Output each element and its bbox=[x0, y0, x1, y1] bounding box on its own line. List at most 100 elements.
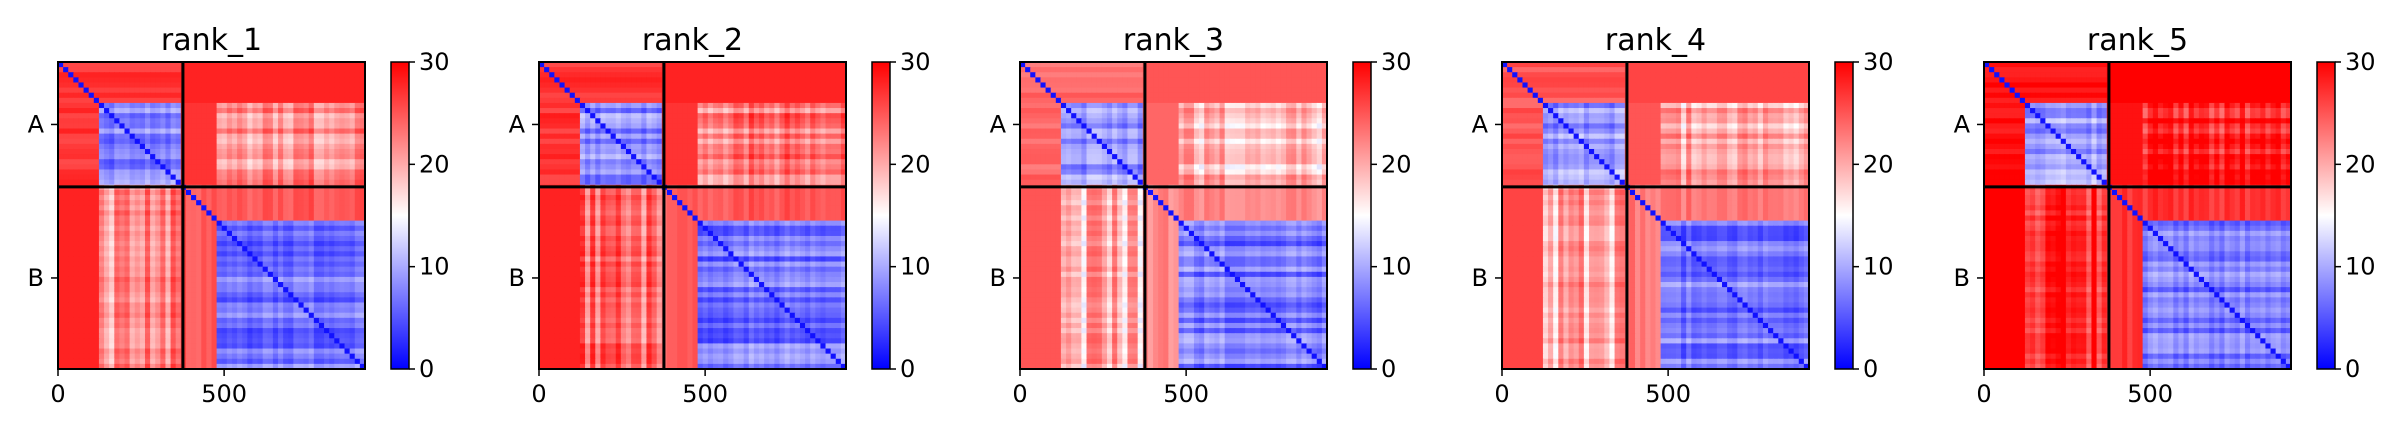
heatmap-cell bbox=[211, 287, 218, 293]
heatmap-cell bbox=[83, 92, 90, 99]
heatmap-cell bbox=[129, 328, 136, 334]
heatmap-cell bbox=[799, 128, 806, 135]
heatmap-cell bbox=[160, 174, 167, 181]
heatmap-cell bbox=[267, 143, 274, 150]
heatmap-cell bbox=[175, 77, 182, 84]
heatmap-cell bbox=[170, 292, 177, 298]
heatmap-cell bbox=[810, 113, 816, 119]
heatmap-cell bbox=[155, 322, 161, 329]
heatmap-cell bbox=[185, 205, 192, 211]
heatmap-cell bbox=[78, 123, 85, 130]
heatmap-cell bbox=[677, 169, 683, 176]
heatmap-cell bbox=[68, 102, 74, 109]
heatmap-cell bbox=[313, 72, 320, 78]
heatmap-cell bbox=[733, 128, 740, 135]
heatmap-cell bbox=[349, 338, 356, 345]
heatmap-cell bbox=[610, 174, 617, 181]
heatmap-cell bbox=[252, 133, 259, 140]
heatmap-cell bbox=[139, 118, 146, 124]
heatmap-cell bbox=[144, 102, 151, 109]
heatmap-cell bbox=[144, 328, 151, 334]
heatmap-cell bbox=[165, 328, 172, 334]
heatmap-cell bbox=[707, 92, 714, 99]
heatmap-cell bbox=[625, 108, 632, 114]
heatmap-cell bbox=[789, 133, 796, 140]
heatmap-cell bbox=[150, 256, 156, 263]
heatmap-cell bbox=[155, 317, 161, 324]
heatmap-cell bbox=[231, 72, 238, 78]
heatmap-cell bbox=[718, 118, 724, 124]
heatmap-cell bbox=[559, 77, 566, 84]
heatmap-cell bbox=[73, 307, 80, 314]
heatmap-cell bbox=[585, 67, 591, 73]
heatmap-cell bbox=[165, 164, 172, 171]
heatmap-cell bbox=[349, 287, 356, 293]
heatmap-cell bbox=[170, 138, 177, 145]
heatmap-cell bbox=[646, 133, 653, 140]
heatmap-cell bbox=[155, 307, 161, 314]
heatmap-cell bbox=[324, 230, 330, 237]
heatmap-cell bbox=[278, 328, 284, 334]
heatmap-cell bbox=[175, 266, 182, 273]
heatmap-cell bbox=[825, 77, 832, 84]
heatmap-cell bbox=[206, 97, 213, 104]
heatmap-cell bbox=[267, 241, 274, 247]
heatmap-cell bbox=[88, 358, 95, 365]
heatmap-cell bbox=[155, 72, 161, 78]
heatmap-cell bbox=[298, 276, 305, 283]
heatmap-cell bbox=[288, 322, 294, 329]
heatmap-cell bbox=[564, 128, 571, 135]
heatmap-cell bbox=[109, 143, 115, 150]
heatmap-cell bbox=[58, 138, 64, 145]
heatmap-cell bbox=[119, 195, 126, 201]
heatmap-cell bbox=[119, 282, 126, 288]
heatmap-cell bbox=[595, 123, 601, 130]
heatmap-cell bbox=[175, 113, 182, 119]
heatmap-cell bbox=[354, 179, 361, 186]
heatmap-cell bbox=[595, 128, 601, 135]
heatmap-cell bbox=[779, 102, 786, 109]
heatmap-cell bbox=[252, 246, 259, 252]
heatmap-cell bbox=[318, 72, 325, 78]
heatmap-cell bbox=[201, 220, 207, 227]
heatmap-cell bbox=[216, 174, 223, 181]
heatmap-cell bbox=[620, 138, 627, 145]
heatmap-cell bbox=[231, 271, 238, 278]
heatmap-cell bbox=[334, 230, 341, 237]
heatmap-cell bbox=[63, 62, 69, 68]
heatmap-cell bbox=[109, 338, 115, 345]
heatmap-cell bbox=[349, 205, 356, 211]
heatmap-cell bbox=[231, 138, 238, 145]
heatmap-cell bbox=[278, 282, 284, 288]
heatmap-cell bbox=[707, 128, 714, 135]
heatmap-cell bbox=[63, 159, 69, 165]
heatmap-cell bbox=[303, 328, 310, 334]
heatmap-cell bbox=[129, 348, 136, 355]
heatmap-cell bbox=[702, 108, 709, 114]
heatmap-cell bbox=[600, 118, 607, 124]
heatmap-cell bbox=[764, 159, 770, 165]
heatmap-cell bbox=[78, 87, 85, 94]
heatmap-cell bbox=[83, 333, 90, 339]
heatmap-cell bbox=[68, 200, 74, 206]
heatmap-cell bbox=[656, 133, 663, 140]
heatmap-cell bbox=[165, 261, 172, 268]
heatmap-cell bbox=[129, 143, 136, 150]
heatmap-cell bbox=[349, 179, 356, 186]
heatmap-cell bbox=[288, 261, 294, 268]
heatmap-cell bbox=[78, 261, 85, 268]
heatmap-cell bbox=[93, 235, 100, 242]
heatmap-cell bbox=[840, 97, 847, 104]
heatmap-cell bbox=[201, 246, 207, 252]
heatmap-cell bbox=[313, 113, 320, 119]
heatmap-cell bbox=[794, 169, 801, 176]
heatmap-cell bbox=[119, 271, 126, 278]
heatmap-cell bbox=[769, 133, 775, 140]
heatmap-cell bbox=[682, 67, 688, 73]
heatmap-cell bbox=[88, 292, 95, 298]
heatmap-cell bbox=[211, 220, 218, 227]
heatmap-cell bbox=[129, 210, 136, 217]
heatmap-cell bbox=[738, 82, 745, 89]
heatmap-cell bbox=[334, 169, 341, 176]
heatmap-cell bbox=[615, 143, 622, 150]
